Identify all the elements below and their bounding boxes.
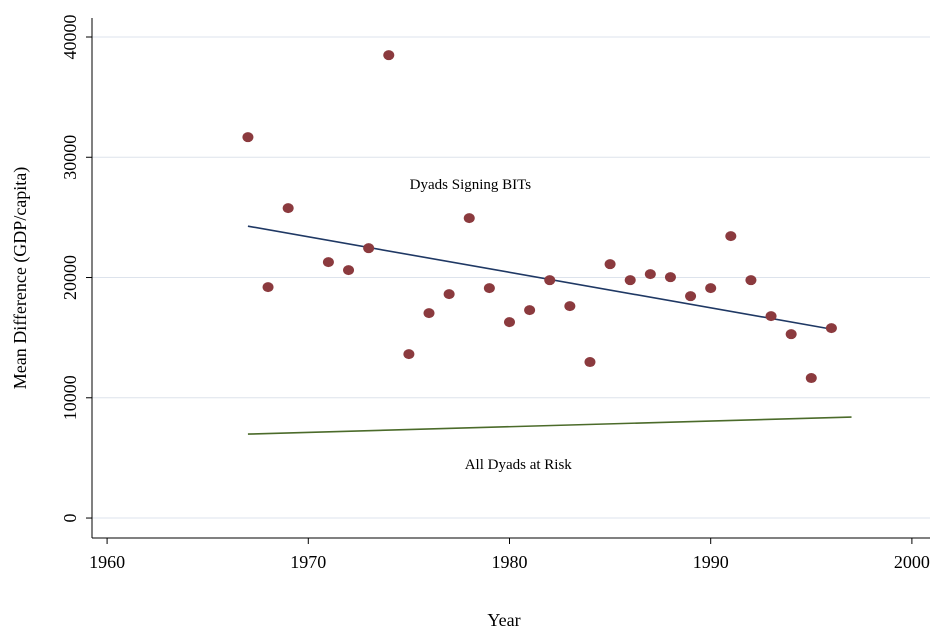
data-point — [423, 308, 435, 319]
y-tick-label: 10000 — [60, 375, 80, 420]
x-tick-label: 1970 — [290, 552, 326, 572]
y-tick-label: 40000 — [60, 15, 80, 60]
data-point — [725, 231, 737, 242]
x-tick-label: 1960 — [89, 552, 125, 572]
data-point — [825, 323, 837, 334]
data-point — [745, 275, 757, 286]
x-tick-label: 1980 — [491, 552, 527, 572]
data-point — [443, 289, 455, 300]
data-point — [644, 269, 656, 280]
data-point — [584, 357, 596, 368]
data-point — [805, 373, 817, 384]
y-tick-label: 0 — [60, 514, 80, 523]
data-point — [363, 243, 375, 254]
y-tick-label: 20000 — [60, 255, 80, 300]
fit-line — [247, 416, 852, 435]
data-point — [564, 301, 576, 312]
data-point — [604, 259, 616, 270]
data-point — [322, 257, 334, 268]
data-point — [685, 291, 697, 302]
data-point — [624, 275, 636, 286]
data-point — [262, 282, 274, 293]
data-point — [765, 311, 777, 322]
data-point — [544, 275, 556, 286]
x-tick-label: 2000 — [894, 552, 930, 572]
x-axis-label: Year — [487, 610, 520, 630]
data-point — [503, 317, 515, 328]
y-tick-label: 30000 — [60, 135, 80, 180]
data-point — [785, 329, 797, 340]
fit-line — [247, 225, 832, 330]
y-axis-label: Mean Difference (GDP/capita) — [10, 167, 31, 390]
data-point — [524, 305, 536, 316]
data-point — [282, 203, 294, 214]
data-point — [343, 265, 355, 276]
data-point — [463, 213, 475, 224]
line-annotation: All Dyads at Risk — [465, 457, 573, 473]
data-point — [383, 50, 395, 61]
data-point — [403, 349, 415, 360]
line-annotation: Dyads Signing BITs — [410, 177, 532, 193]
data-point — [242, 132, 254, 143]
data-point — [664, 272, 676, 283]
data-point — [483, 283, 495, 294]
x-tick-label: 1990 — [693, 552, 729, 572]
data-point — [705, 283, 717, 294]
